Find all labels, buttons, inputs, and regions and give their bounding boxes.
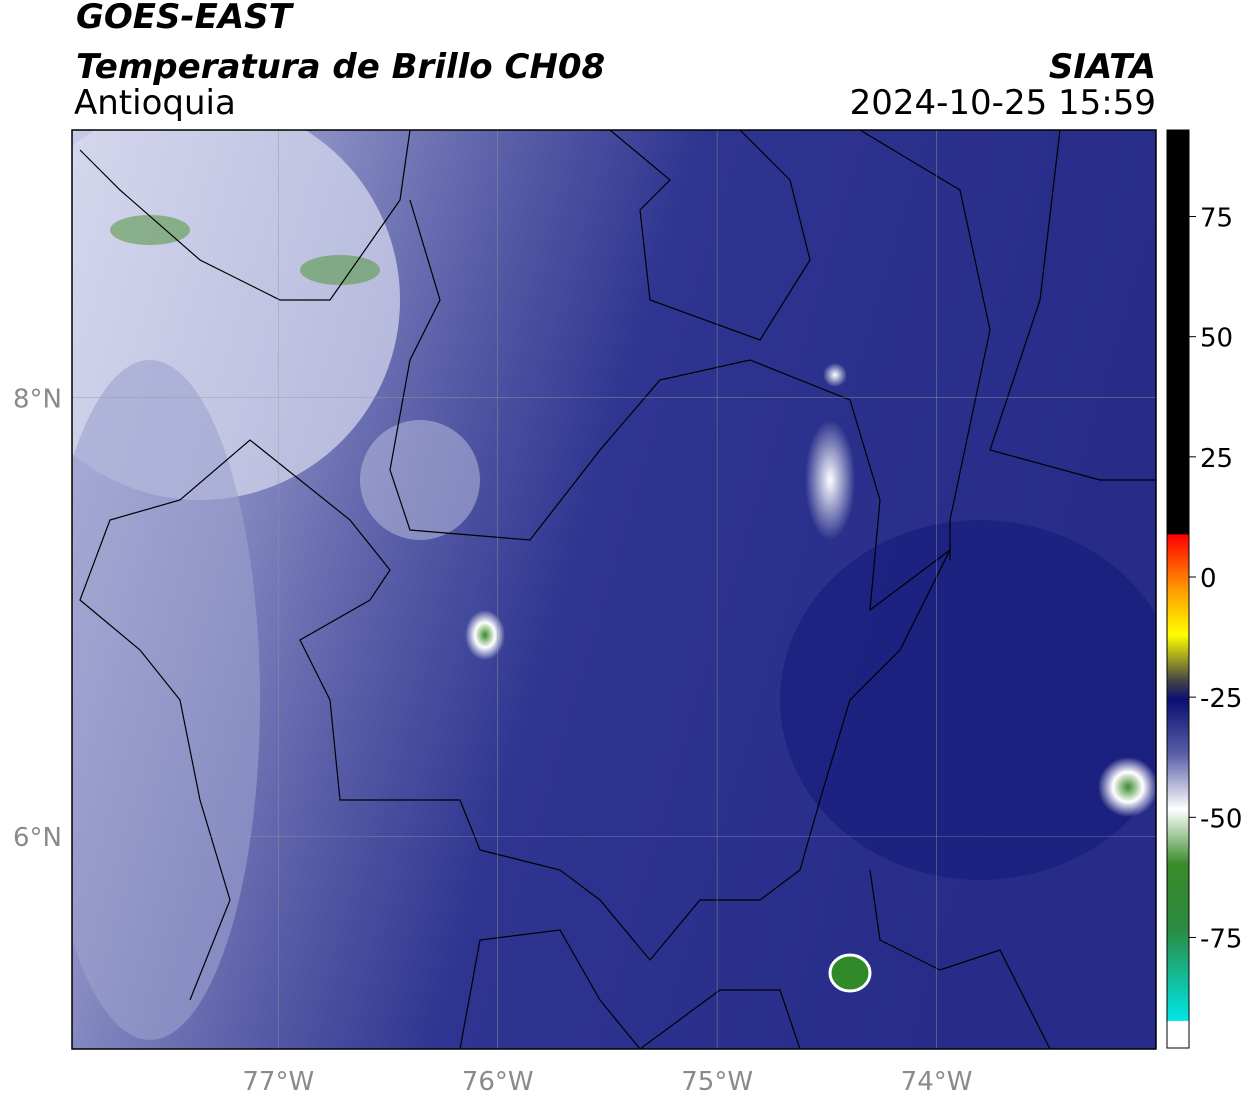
colorbar-tick-label: 75 bbox=[1200, 204, 1233, 234]
colorbar-tick-label: -25 bbox=[1200, 684, 1242, 714]
colorbar bbox=[1166, 129, 1190, 1049]
colorbar-tick-label: 0 bbox=[1200, 564, 1217, 594]
x-tick-label: 74°W bbox=[901, 1067, 973, 1097]
x-tick-label: 75°W bbox=[681, 1067, 753, 1097]
colorbar-tick-label: -50 bbox=[1200, 804, 1242, 834]
y-tick-label: 6°N bbox=[13, 823, 62, 853]
colorbar-tick-label: 50 bbox=[1200, 324, 1233, 354]
subtitle: Temperatura de Brillo CH08 bbox=[76, 47, 605, 87]
y-tick-label: 8°N bbox=[13, 385, 62, 415]
colorbar-tick-label: 25 bbox=[1200, 444, 1233, 474]
title: GOES-EAST bbox=[76, 0, 295, 37]
datetime: 2024-10-25 15:59 bbox=[850, 83, 1156, 123]
region: Antioquia bbox=[74, 83, 236, 123]
source: SIATA bbox=[1049, 47, 1156, 87]
map-frame bbox=[71, 129, 1157, 1050]
map-imagery bbox=[72, 130, 1156, 1049]
x-tick-label: 76°W bbox=[462, 1067, 534, 1097]
x-tick-label: 77°W bbox=[242, 1067, 314, 1097]
colorbar-tick-label: -75 bbox=[1200, 924, 1242, 954]
